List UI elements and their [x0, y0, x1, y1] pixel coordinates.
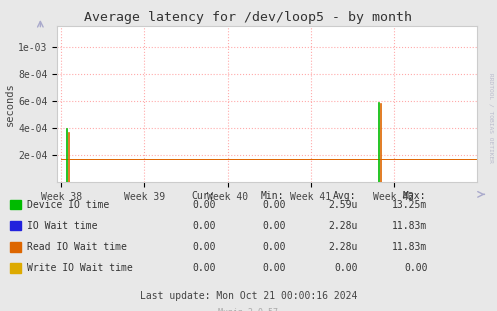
- Text: 2.59u: 2.59u: [329, 200, 358, 210]
- Y-axis label: seconds: seconds: [5, 82, 15, 126]
- Text: Munin 2.0.57: Munin 2.0.57: [219, 308, 278, 311]
- Text: 0.00: 0.00: [262, 221, 286, 231]
- Text: 2.28u: 2.28u: [329, 242, 358, 252]
- Text: 11.83m: 11.83m: [392, 221, 427, 231]
- Text: 0.00: 0.00: [193, 263, 216, 273]
- Text: Write IO Wait time: Write IO Wait time: [27, 263, 133, 273]
- Text: Avg:: Avg:: [333, 191, 356, 201]
- Text: 0.00: 0.00: [404, 263, 427, 273]
- Text: Cur:: Cur:: [191, 191, 215, 201]
- Text: 0.00: 0.00: [334, 263, 358, 273]
- Text: IO Wait time: IO Wait time: [27, 221, 97, 231]
- Text: 0.00: 0.00: [193, 242, 216, 252]
- Text: RRDTOOL / TOBIAS OETIKER: RRDTOOL / TOBIAS OETIKER: [488, 73, 493, 163]
- Text: 13.25m: 13.25m: [392, 200, 427, 210]
- Text: 0.00: 0.00: [193, 200, 216, 210]
- Text: Read IO Wait time: Read IO Wait time: [27, 242, 127, 252]
- Text: Average latency for /dev/loop5 - by month: Average latency for /dev/loop5 - by mont…: [84, 11, 413, 24]
- Text: 0.00: 0.00: [262, 200, 286, 210]
- Text: 0.00: 0.00: [262, 263, 286, 273]
- Text: Last update: Mon Oct 21 00:00:16 2024: Last update: Mon Oct 21 00:00:16 2024: [140, 291, 357, 301]
- Text: 11.83m: 11.83m: [392, 242, 427, 252]
- Text: Max:: Max:: [403, 191, 426, 201]
- Text: 0.00: 0.00: [193, 221, 216, 231]
- Text: 0.00: 0.00: [262, 242, 286, 252]
- Text: Min:: Min:: [261, 191, 284, 201]
- Text: 2.28u: 2.28u: [329, 221, 358, 231]
- Text: Device IO time: Device IO time: [27, 200, 109, 210]
